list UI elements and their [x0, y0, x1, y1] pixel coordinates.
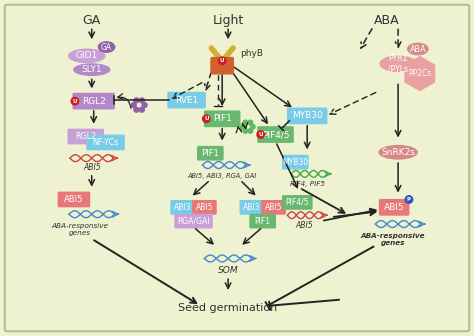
Text: GA: GA	[101, 43, 112, 51]
Text: genes: genes	[381, 240, 405, 246]
Text: RVE1: RVE1	[175, 96, 198, 104]
Text: SOM: SOM	[218, 266, 238, 275]
Text: phyB: phyB	[240, 49, 263, 58]
FancyBboxPatch shape	[174, 214, 213, 228]
Text: MYB30: MYB30	[292, 111, 322, 120]
FancyBboxPatch shape	[192, 200, 217, 215]
Circle shape	[247, 120, 253, 125]
Text: U: U	[204, 116, 209, 121]
FancyBboxPatch shape	[210, 57, 234, 75]
FancyBboxPatch shape	[249, 214, 276, 228]
Circle shape	[404, 195, 413, 204]
Text: SLY1: SLY1	[82, 65, 102, 74]
Text: NF-YCs: NF-YCs	[92, 138, 119, 147]
Text: PIF1: PIF1	[201, 149, 219, 158]
Text: ABI3: ABI3	[243, 203, 261, 212]
Text: ABI3: ABI3	[174, 203, 191, 212]
Text: ABA-responsive: ABA-responsive	[51, 223, 109, 229]
Text: ABA: ABA	[374, 14, 399, 27]
Circle shape	[242, 120, 248, 125]
Circle shape	[247, 128, 253, 134]
Text: U: U	[220, 58, 224, 63]
FancyBboxPatch shape	[282, 155, 309, 169]
Text: ABA: ABA	[410, 44, 426, 53]
Text: genes: genes	[69, 230, 91, 236]
Text: PIF1: PIF1	[255, 217, 271, 225]
Text: PIF4/5: PIF4/5	[285, 198, 309, 207]
FancyBboxPatch shape	[287, 108, 328, 124]
FancyBboxPatch shape	[239, 200, 264, 215]
FancyBboxPatch shape	[73, 93, 115, 110]
Text: PYR1
/PYLs: PYR1 /PYLs	[388, 54, 408, 74]
Circle shape	[71, 97, 79, 106]
Circle shape	[202, 114, 211, 123]
Ellipse shape	[68, 48, 106, 63]
Ellipse shape	[73, 63, 110, 76]
FancyBboxPatch shape	[379, 199, 410, 216]
Ellipse shape	[98, 41, 116, 53]
FancyBboxPatch shape	[197, 146, 224, 161]
FancyBboxPatch shape	[5, 5, 469, 331]
Text: ABI5: ABI5	[196, 203, 213, 212]
Text: Seed germination: Seed germination	[179, 303, 278, 313]
Text: PIF4, PIF5: PIF4, PIF5	[290, 181, 325, 187]
Circle shape	[139, 107, 145, 113]
Circle shape	[141, 102, 148, 108]
Ellipse shape	[379, 55, 417, 72]
Text: MYB30: MYB30	[282, 158, 309, 167]
Text: GA: GA	[82, 14, 101, 27]
FancyBboxPatch shape	[167, 92, 206, 109]
FancyBboxPatch shape	[170, 200, 195, 215]
Text: RGA/GAI: RGA/GAI	[177, 217, 210, 225]
Circle shape	[133, 107, 140, 113]
Text: ABI5, ABI3, RGA, GAI: ABI5, ABI3, RGA, GAI	[188, 173, 257, 179]
Text: PP2Cs: PP2Cs	[408, 69, 431, 78]
FancyBboxPatch shape	[86, 134, 125, 150]
FancyBboxPatch shape	[67, 129, 104, 144]
Text: RGL2: RGL2	[75, 132, 96, 141]
Text: U: U	[258, 132, 263, 137]
Circle shape	[242, 128, 248, 134]
Text: ABI5: ABI5	[83, 164, 100, 172]
FancyBboxPatch shape	[58, 192, 90, 207]
Circle shape	[256, 130, 265, 139]
Text: ABI5: ABI5	[384, 203, 404, 212]
Circle shape	[250, 124, 256, 130]
Circle shape	[240, 124, 246, 130]
Polygon shape	[404, 56, 435, 91]
Text: ABI5: ABI5	[295, 220, 313, 229]
FancyBboxPatch shape	[204, 111, 240, 127]
Text: U: U	[73, 99, 77, 103]
Circle shape	[218, 56, 227, 65]
Ellipse shape	[407, 43, 428, 55]
Circle shape	[133, 97, 140, 103]
Text: Light: Light	[212, 14, 244, 27]
Text: ABI5: ABI5	[64, 195, 83, 204]
Circle shape	[130, 102, 137, 108]
Circle shape	[139, 97, 145, 103]
Text: PIF1: PIF1	[213, 114, 232, 123]
Text: PIF4/5: PIF4/5	[262, 130, 289, 139]
Ellipse shape	[378, 145, 418, 160]
Text: RGL2: RGL2	[82, 97, 106, 106]
FancyBboxPatch shape	[257, 126, 294, 143]
Text: P: P	[407, 197, 411, 202]
Text: ABA-responsive: ABA-responsive	[361, 233, 425, 239]
FancyBboxPatch shape	[282, 195, 313, 210]
Text: SnRK2s: SnRK2s	[381, 148, 415, 157]
FancyBboxPatch shape	[261, 200, 286, 215]
Text: ABI5: ABI5	[265, 203, 283, 212]
Text: GID1: GID1	[76, 51, 98, 60]
